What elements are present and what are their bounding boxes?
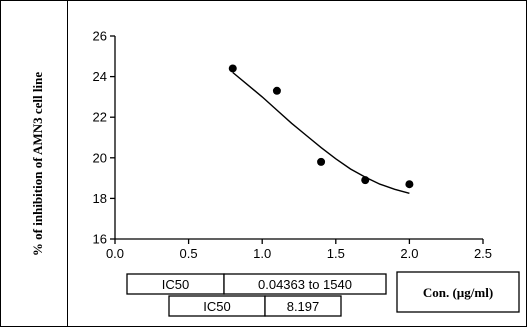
y-tick-label: 22 [93, 110, 107, 125]
y-tick-label: 26 [93, 29, 107, 44]
data-point [228, 64, 237, 73]
ic50-label: IC50 [203, 299, 230, 314]
x-tick-label: 1.0 [253, 246, 271, 261]
data-point [361, 176, 370, 185]
y-axis-ticks: 16 18 20 22 24 26 [93, 29, 115, 247]
data-point [317, 157, 326, 166]
y-tick-label: 24 [93, 69, 107, 84]
ic50-range-label: IC50 [162, 277, 189, 292]
y-tick-label: 16 [93, 232, 107, 247]
data-point [405, 180, 414, 189]
fit-curve-layer [232, 71, 410, 194]
x-tick-label: 1.5 [327, 246, 345, 261]
x-tick-label: 0.5 [180, 246, 198, 261]
x-tick-label: 2.0 [400, 246, 418, 261]
x-tick-label: 2.5 [474, 246, 492, 261]
data-point [272, 86, 281, 95]
y-tick-label: 20 [93, 150, 107, 165]
ic50-range-value: 0.04363 to 1540 [258, 277, 352, 292]
plot-axes [114, 36, 483, 240]
x-axis-ticks: 0.0 0.5 1.0 1.5 2.0 2.5 [106, 239, 492, 261]
x-axis-label-box [396, 271, 520, 313]
fit-curve [232, 71, 410, 194]
ic50-value: 8.197 [287, 299, 320, 314]
x-tick-label: 0.0 [106, 246, 124, 261]
data-points [228, 64, 414, 189]
x-axis-label: Con. (µg/ml) [423, 285, 493, 300]
y-axis-label: % of inhibition of AMN3 cell line [30, 72, 45, 256]
ic50-value-box [264, 295, 342, 317]
y-tick-label: 18 [93, 191, 107, 206]
ic50-range-value-box [223, 273, 387, 295]
